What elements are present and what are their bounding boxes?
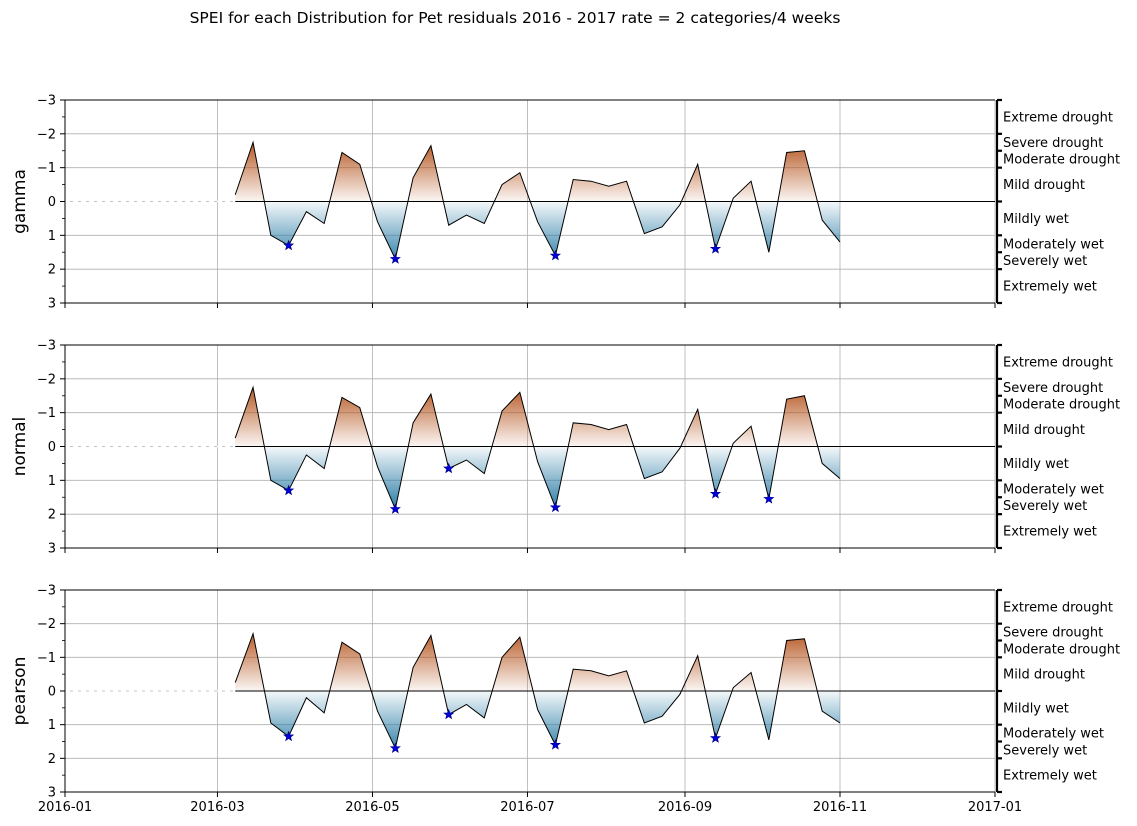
y-tick-label: −1 bbox=[37, 161, 56, 176]
y-tick-label: 1 bbox=[48, 474, 56, 489]
extreme-wet-marker bbox=[389, 503, 401, 514]
panel-pearson: −3 −2 −1 0 1 2 3 pearson 2016-01 2016-03 2016-05 20… bbox=[10, 584, 1120, 816]
series-line-pearson bbox=[234, 631, 841, 750]
y-tick-label: 0 bbox=[48, 440, 56, 455]
extreme-wet-marker bbox=[709, 488, 722, 499]
category-label: Mild drought bbox=[1003, 668, 1085, 683]
category-label: Extreme drought bbox=[1003, 600, 1113, 615]
panels: −3 −2 −1 0 1 2 3 gamma Extreme drought Severe dro… bbox=[10, 94, 1120, 816]
y-tick-label: 2 bbox=[48, 752, 56, 767]
category-label: Severely wet bbox=[1003, 254, 1087, 269]
y-tick-label: 2 bbox=[48, 263, 56, 278]
y-tick-label: 1 bbox=[48, 229, 56, 244]
y-axis-label-gamma: gamma bbox=[10, 169, 30, 234]
category-label: Extremely wet bbox=[1003, 280, 1097, 295]
category-label: Mild drought bbox=[1003, 423, 1085, 438]
panel-gamma: −3 −2 −1 0 1 2 3 gamma Extreme drought Severe dro… bbox=[10, 94, 1120, 312]
y-tick-label: 3 bbox=[48, 297, 56, 312]
extreme-wet-marker bbox=[763, 493, 775, 504]
dry-area-pearson bbox=[235, 633, 840, 691]
x-tick-label: 2016-05 bbox=[345, 800, 399, 815]
extreme-wet-marker bbox=[709, 732, 722, 743]
y-tick-label: −3 bbox=[37, 339, 56, 354]
extreme-wet-marker bbox=[443, 708, 455, 720]
x-tick-label: 2016-11 bbox=[813, 800, 867, 815]
series-line-normal bbox=[234, 385, 841, 511]
category-label: Severe drought bbox=[1003, 626, 1103, 641]
category-label: Severe drought bbox=[1003, 136, 1103, 151]
category-label: Mildly wet bbox=[1003, 701, 1069, 716]
category-label: Extremely wet bbox=[1003, 525, 1097, 540]
y-tick-label: −2 bbox=[37, 127, 56, 142]
x-tick-label: 2017-01 bbox=[968, 800, 1022, 815]
extreme-wet-marker bbox=[549, 739, 561, 750]
category-label: Severe drought bbox=[1003, 381, 1103, 396]
category-label: Moderately wet bbox=[1003, 727, 1104, 742]
x-tick-label: 2016-07 bbox=[500, 800, 554, 815]
extreme-wet-marker bbox=[283, 484, 295, 496]
y-axis-label-pearson: pearson bbox=[10, 657, 30, 726]
y-tick-label: 2 bbox=[48, 508, 56, 523]
x-tick-label: 2016-09 bbox=[658, 800, 712, 815]
extreme-wet-marker bbox=[549, 249, 561, 261]
y-tick-label: 0 bbox=[48, 685, 56, 700]
y-tick-label: −3 bbox=[37, 94, 56, 109]
y-tick-label: −2 bbox=[37, 372, 56, 387]
wet-area-pearson bbox=[235, 691, 840, 749]
y-tick-label: 3 bbox=[48, 786, 56, 801]
wet-area-gamma bbox=[235, 201, 840, 260]
y-tick-label: 1 bbox=[48, 718, 56, 733]
category-label: Extreme drought bbox=[1003, 110, 1113, 125]
extreme-wet-marker bbox=[389, 742, 401, 753]
panel-normal: −3 −2 −1 0 1 2 3 normal Extreme drought Severe dr… bbox=[10, 339, 1120, 557]
category-label: Moderate drought bbox=[1003, 153, 1120, 168]
y-axis-label-normal: normal bbox=[10, 417, 30, 477]
extreme-wet-marker bbox=[443, 462, 455, 474]
category-label: Mild drought bbox=[1003, 178, 1085, 193]
category-label: Severely wet bbox=[1003, 499, 1087, 514]
x-tick-label: 2016-03 bbox=[190, 800, 244, 815]
extreme-wet-marker bbox=[283, 239, 295, 251]
y-tick-label: 3 bbox=[48, 542, 56, 557]
category-label: Moderately wet bbox=[1003, 482, 1104, 497]
category-label: Mildly wet bbox=[1003, 457, 1069, 472]
x-tick-label: 2016-01 bbox=[38, 800, 92, 815]
category-label: Extremely wet bbox=[1003, 769, 1097, 784]
y-tick-label: −1 bbox=[37, 406, 56, 421]
y-tick-label: −2 bbox=[37, 617, 56, 632]
chart-title: SPEI for each Distribution for Pet resid… bbox=[190, 9, 841, 27]
wet-area-normal bbox=[235, 446, 840, 510]
category-label: Moderate drought bbox=[1003, 398, 1120, 413]
y-tick-label: −1 bbox=[37, 651, 56, 666]
category-label: Extreme drought bbox=[1003, 355, 1113, 370]
y-tick-label: 0 bbox=[48, 195, 56, 210]
category-label: Severely wet bbox=[1003, 743, 1087, 758]
extreme-wet-marker bbox=[389, 253, 401, 264]
category-label: Moderately wet bbox=[1003, 237, 1104, 252]
extreme-wet-marker bbox=[549, 501, 561, 513]
y-tick-label: −3 bbox=[37, 584, 56, 599]
category-label: Mildly wet bbox=[1003, 212, 1069, 227]
dry-area-normal bbox=[235, 387, 840, 447]
category-label: Moderate drought bbox=[1003, 642, 1120, 657]
dry-area-gamma bbox=[235, 142, 840, 202]
series-line-gamma bbox=[234, 140, 841, 261]
extreme-wet-marker bbox=[709, 243, 722, 254]
extreme-wet-marker bbox=[283, 730, 295, 742]
